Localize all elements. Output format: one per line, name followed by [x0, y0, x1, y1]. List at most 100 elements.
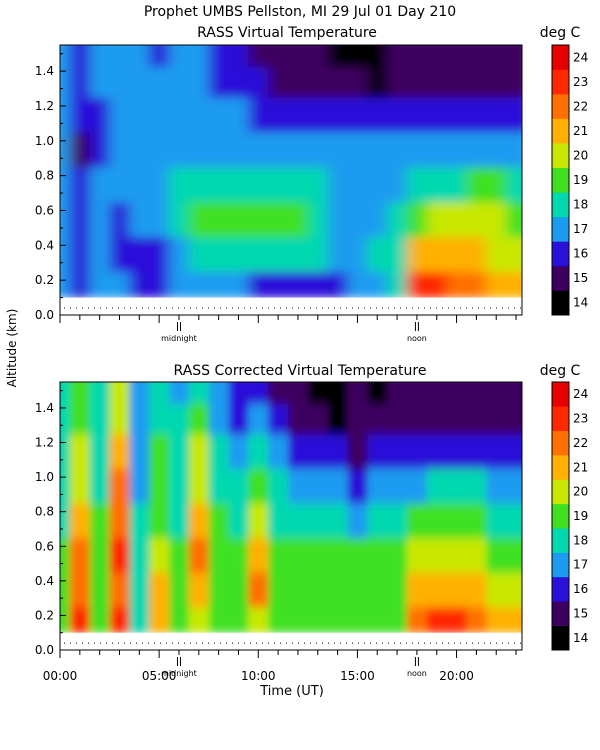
colorbar-segment: [552, 265, 569, 291]
colorbar-segment: [552, 192, 569, 218]
heatmap-cell: [149, 572, 170, 608]
heatmap-cell: [109, 132, 130, 168]
heatmap-cell: [506, 166, 522, 203]
heatmap-cell: [129, 236, 150, 272]
heatmap-cell: [288, 606, 309, 634]
heatmap-cell: [169, 271, 190, 299]
heatmap-cell: [268, 606, 289, 634]
heatmap-cell: [446, 201, 467, 238]
heatmap-cell: [109, 606, 130, 634]
heatmap-cell: [426, 166, 448, 203]
heatmap-cell: [347, 271, 368, 299]
heatmap-cell: [69, 382, 91, 405]
heatmap-cell: [149, 132, 170, 168]
heatmap-cell: [327, 236, 349, 272]
heatmap-cell: [69, 433, 91, 469]
heatmap-cell: [60, 236, 71, 272]
heatmap-cell: [426, 382, 448, 405]
heatmap-cell: [466, 537, 487, 573]
heatmap-cell: [406, 537, 428, 573]
heatmap-cell: [446, 537, 467, 573]
heatmap-cell: [466, 572, 487, 608]
heatmap-cell: [268, 201, 289, 238]
heatmap-cell: [426, 45, 448, 68]
heatmap-cell: [169, 132, 190, 168]
heatmap-cell: [426, 66, 448, 98]
heatmap-cell: [129, 468, 150, 504]
heatmap-cell: [208, 45, 230, 68]
heatmap-cell: [466, 271, 487, 299]
y-tick-label: 0.0: [35, 308, 54, 322]
heatmap-cell: [288, 132, 309, 168]
heatmap-cell: [506, 236, 522, 272]
heatmap-cell: [268, 503, 289, 539]
heatmap-cell: [228, 382, 249, 405]
heatmap-cell: [169, 572, 190, 608]
heatmap-cell: [89, 97, 111, 133]
heatmap-cell: [109, 97, 130, 133]
y-tick-label: 0.6: [35, 203, 54, 217]
heatmap-cell: [169, 537, 190, 573]
heatmap-cell: [69, 201, 91, 238]
heatmap-cell: [208, 166, 230, 203]
heatmap-cell: [307, 236, 329, 272]
colorbar-segment: [552, 552, 569, 578]
heatmap-cell: [109, 201, 130, 238]
heatmap-cell: [169, 433, 190, 469]
time-marker-label: noon: [407, 669, 427, 678]
colorbar-segment: [552, 69, 569, 95]
heatmap-cell: [288, 503, 309, 539]
heatmap-cell: [486, 271, 507, 299]
heatmap-cell: [466, 503, 487, 539]
heatmap-cell: [327, 201, 349, 238]
heatmap-cell: [327, 606, 349, 634]
heatmap-cell: [69, 166, 91, 203]
heatmap-cell: [466, 236, 487, 272]
heatmap-cell: [466, 606, 487, 634]
colorbar-label: 15: [573, 271, 588, 285]
heatmap-cell: [466, 382, 487, 405]
heatmap-cell: [60, 606, 71, 634]
colorbar-label: 17: [573, 558, 588, 572]
x-tick-label: 10:00: [241, 669, 276, 683]
colorbar-label: 16: [573, 582, 588, 596]
heatmap-cell: [248, 403, 269, 435]
heatmap-cell: [248, 66, 269, 98]
heatmap-cell: [208, 97, 230, 133]
heatmap-cell: [228, 403, 249, 435]
heatmap-cell: [387, 537, 408, 573]
heatmap-cell: [188, 236, 210, 272]
heatmap-cell: [60, 403, 71, 435]
colorbar-segment: [552, 216, 569, 242]
heatmap-cell: [426, 572, 448, 608]
y-tick-label: 0.4: [35, 238, 54, 252]
colorbar-segment: [552, 479, 569, 505]
colorbar-segment: [552, 290, 569, 316]
heatmap-cell: [268, 382, 289, 405]
heatmap-cell: [228, 503, 249, 539]
heatmap-cell: [69, 66, 91, 98]
time-marker-midnight: midnight: [161, 657, 197, 678]
heatmap-cell: [149, 97, 170, 133]
heatmap-cell: [188, 45, 210, 68]
heatmap-cell: [426, 403, 448, 435]
colorbar-segment: [552, 167, 569, 193]
heatmap-cell: [486, 201, 507, 238]
heatmap-cell: [89, 45, 111, 68]
x-tick-label: 00:00: [43, 669, 78, 683]
colorbar-label: 19: [573, 509, 588, 523]
heatmap-cell: [347, 572, 368, 608]
heatmap-cell: [347, 606, 368, 634]
heatmap-cell: [268, 45, 289, 68]
heatmap-cell: [426, 236, 448, 272]
colorbar-1-label: deg C: [540, 25, 581, 41]
heatmap-cell: [129, 66, 150, 98]
heatmap-cell: [188, 537, 210, 573]
colorbar-label: 18: [573, 533, 588, 547]
colorbar: 14 15 16 17 18 19 20 21 22 23 24: [551, 44, 588, 316]
colorbar-label: 24: [573, 50, 588, 64]
heatmap-cell: [288, 166, 309, 203]
heatmap-cell: [149, 606, 170, 634]
heatmap-cell: [288, 433, 309, 469]
heatmap-cell: [188, 201, 210, 238]
